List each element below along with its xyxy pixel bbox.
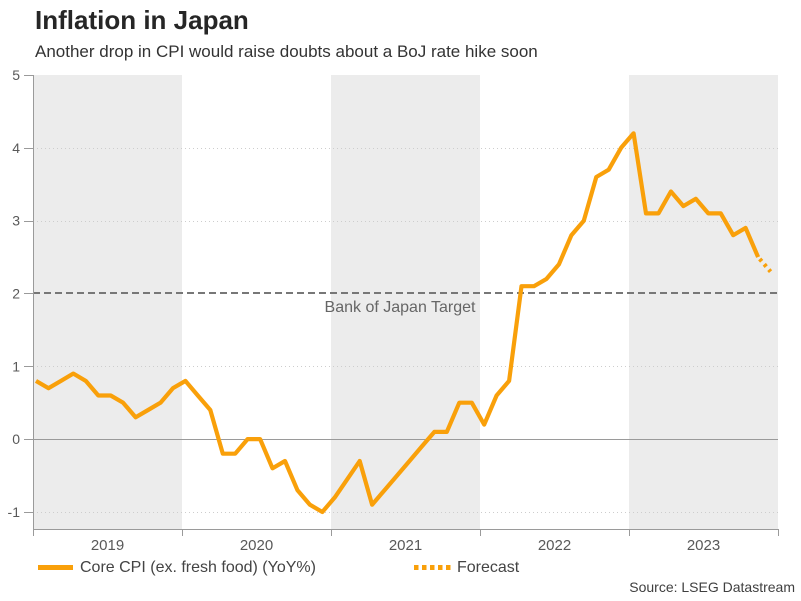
forecast-legend-label: Forecast [457, 559, 520, 576]
source-credit: Source: LSEG Datastream [629, 579, 795, 595]
page-title: Inflation in Japan [35, 5, 249, 35]
core-cpi-line-swatch [38, 565, 73, 570]
year-band-2019 [33, 75, 182, 529]
forecast-line-swatch [414, 565, 452, 570]
y-tick-label: 2 [12, 285, 20, 301]
y-tick-label: 1 [12, 358, 20, 374]
x-year-label: 2022 [538, 537, 571, 554]
year-band-2021 [331, 75, 480, 529]
boj-target-label: Bank of Japan Target [324, 299, 476, 316]
x-year-label: 2023 [687, 537, 720, 554]
y-tick-label: 4 [12, 140, 20, 156]
x-year-label: 2020 [240, 537, 273, 554]
y-tick-label: -1 [8, 504, 21, 520]
page-subtitle: Another drop in CPI would raise doubts a… [35, 42, 538, 61]
y-tick-label: 3 [12, 213, 20, 229]
core-cpi-line [34, 131, 761, 515]
x-year-label: 2019 [91, 537, 124, 554]
forecast-dotted-segment [756, 255, 773, 274]
y-tick-label: 0 [12, 431, 20, 447]
y-tick-label: 5 [12, 67, 20, 83]
core-cpi-legend-label: Core CPI (ex. fresh food) (YoY%) [80, 559, 316, 576]
x-year-label: 2021 [389, 537, 422, 554]
year-band-2023 [629, 75, 778, 529]
